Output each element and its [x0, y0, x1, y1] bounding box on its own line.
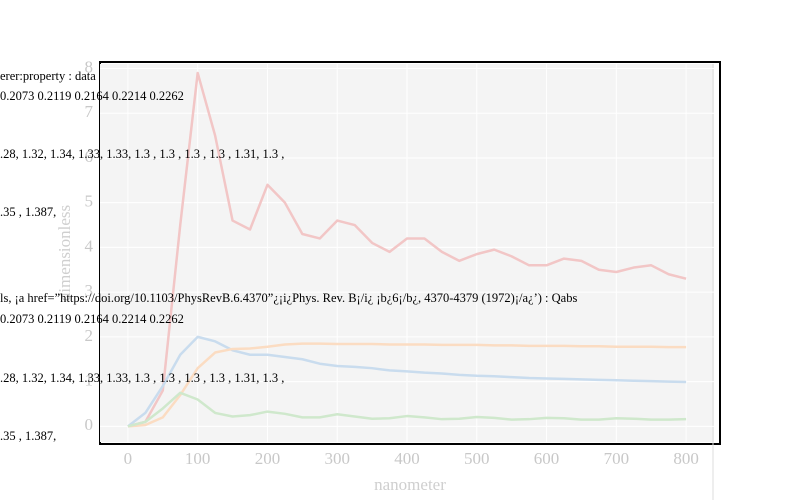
series-line: [127, 71, 687, 428]
y-tick-label: 0: [85, 415, 94, 434]
y-tick-label: 5: [85, 192, 94, 211]
overlay-text: ls, ¡a href=”https://doi.org/10.1103/Phy…: [0, 291, 577, 305]
overlay-text: .28, 1.32, 1.34, 1.33, 1.33, 1.3 , 1.3 ,…: [0, 147, 284, 161]
y-tick-label: 7: [85, 102, 94, 121]
y-tick-label: 6: [85, 147, 94, 166]
y-tick-label: 4: [85, 236, 94, 255]
x-tick-label: 200: [255, 449, 281, 468]
x-axis-label: nanometer: [374, 475, 446, 494]
x-tick-label: 700: [604, 449, 630, 468]
x-tick-label: 600: [534, 449, 560, 468]
overlay-text: .35 , 1.387,: [0, 205, 56, 219]
overlay-text: 0.2073 0.2119 0.2164 0.2214 0.2262: [0, 89, 184, 103]
overlay-text: 0.2073 0.2119 0.2164 0.2214 0.2262: [0, 312, 184, 326]
x-tick-label: 100: [185, 449, 211, 468]
x-tick-label: 400: [394, 449, 420, 468]
overlay-text: .28, 1.32, 1.34, 1.33, 1.33, 1.3 , 1.3 ,…: [0, 371, 284, 385]
x-tick-label: 0: [124, 449, 133, 468]
y-tick-label: 3: [85, 281, 94, 300]
overlay-text: .35 , 1.387,: [0, 429, 56, 443]
series-line: [127, 342, 687, 428]
y-tick-label: 1: [85, 371, 94, 390]
series-line: [127, 391, 687, 428]
y-tick-label: 2: [85, 326, 94, 345]
series-line: [127, 335, 687, 428]
y-axis-label: dimensionless: [55, 205, 74, 301]
x-tick-label: 800: [673, 449, 699, 468]
x-tick-label: 300: [324, 449, 350, 468]
overlay-text: erer:property : data: [0, 69, 96, 83]
y-tick-label: 8: [85, 57, 94, 76]
x-tick-label: 500: [464, 449, 490, 468]
